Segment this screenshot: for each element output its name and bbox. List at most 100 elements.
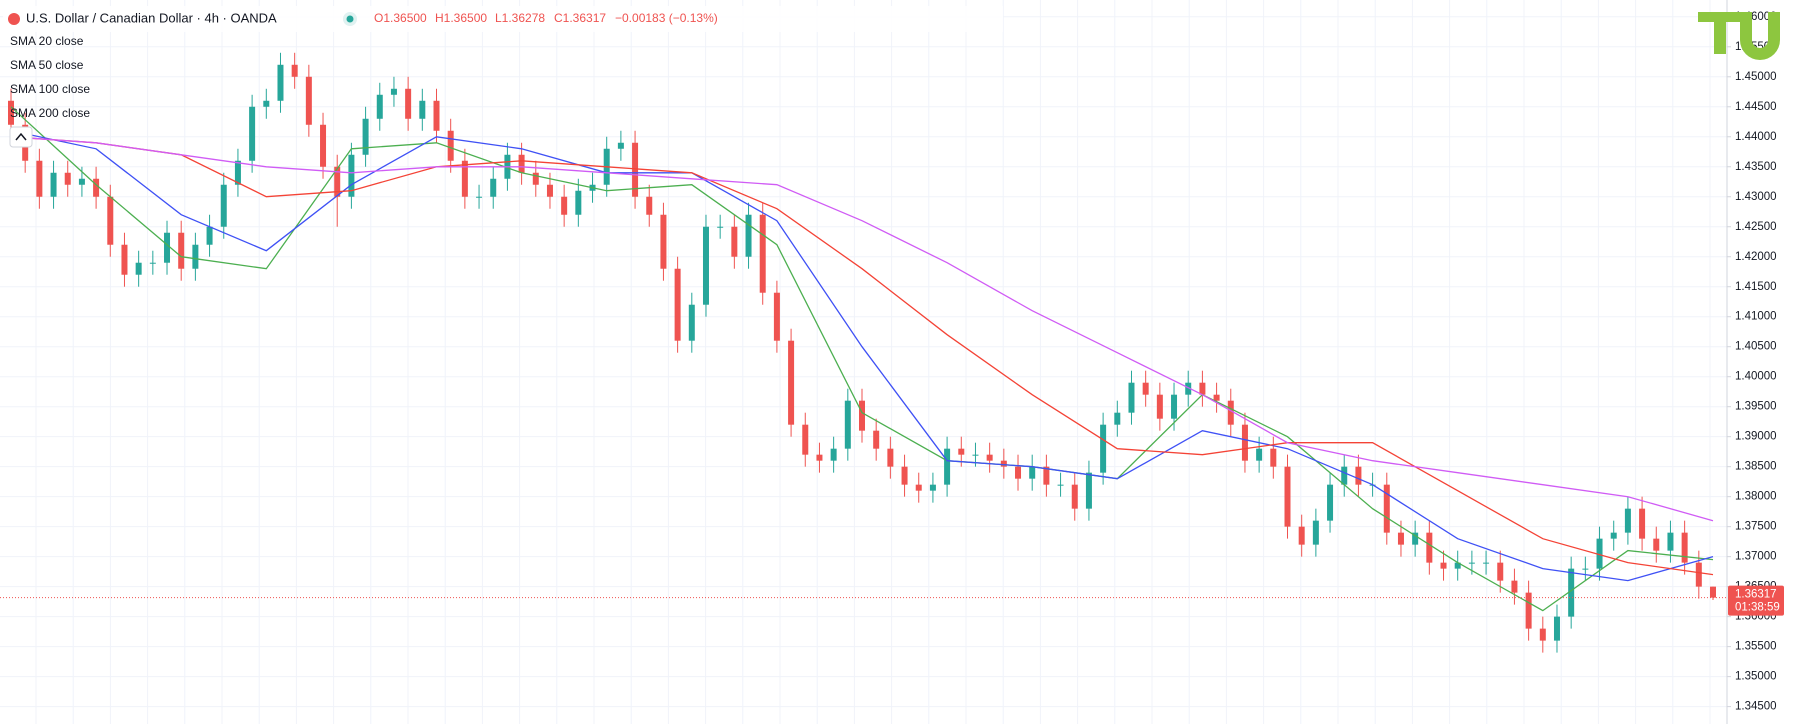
candle-body bbox=[546, 184, 553, 197]
candle-body bbox=[1085, 472, 1092, 509]
y-tick-label: 1.39000 bbox=[1735, 431, 1777, 443]
candle-body bbox=[1142, 382, 1149, 395]
candle-body bbox=[1298, 526, 1305, 545]
ohlc-close: C1.36317 bbox=[554, 11, 606, 25]
candle-body bbox=[1312, 520, 1319, 545]
candle-body bbox=[617, 142, 624, 149]
candle-body bbox=[929, 484, 936, 491]
last-price-label: 1.36317 bbox=[1735, 589, 1777, 601]
candle-body bbox=[745, 214, 752, 257]
candle-body bbox=[348, 154, 355, 197]
bar-countdown: 01:38:59 bbox=[1735, 602, 1780, 614]
candle-body bbox=[1227, 400, 1234, 425]
candle-body bbox=[234, 160, 241, 185]
collapse-icon bbox=[15, 132, 27, 141]
candle-body bbox=[461, 160, 468, 197]
candle-body bbox=[376, 94, 383, 119]
logo bbox=[1698, 12, 1780, 60]
y-tick-label: 1.41500 bbox=[1735, 281, 1777, 293]
candle-body bbox=[1653, 538, 1660, 551]
legend-entry: SMA 20 close bbox=[10, 34, 84, 48]
candle-body bbox=[1284, 466, 1291, 527]
candle-body bbox=[1383, 484, 1390, 533]
logo-part bbox=[1740, 12, 1780, 60]
sma-line bbox=[10, 130, 1714, 582]
candle-body bbox=[78, 178, 85, 185]
header-bg bbox=[3, 6, 1003, 32]
candle-body bbox=[220, 184, 227, 227]
candle-body bbox=[305, 76, 312, 125]
y-tick-label: 1.44000 bbox=[1735, 131, 1777, 143]
candle-body bbox=[1156, 394, 1163, 419]
legend-entry: SMA 100 close bbox=[10, 82, 90, 96]
candle-body bbox=[447, 130, 454, 161]
candle-body bbox=[561, 196, 568, 215]
last-price-box bbox=[1728, 585, 1784, 616]
candle-body bbox=[887, 448, 894, 467]
y-tick-label: 1.45000 bbox=[1735, 71, 1777, 83]
candle-body bbox=[135, 262, 142, 275]
plot-area bbox=[0, 52, 1727, 653]
candle-body bbox=[1000, 460, 1007, 467]
candle-body bbox=[788, 340, 795, 425]
overlay: U.S. Dollar / Canadian Dollar · 4h · OAN… bbox=[3, 6, 1780, 148]
symbol-title: U.S. Dollar / Canadian Dollar · 4h · OAN… bbox=[26, 10, 277, 25]
candle-body bbox=[674, 268, 681, 341]
candle-body bbox=[532, 172, 539, 185]
candle-body bbox=[1596, 538, 1603, 569]
candle-body bbox=[1695, 562, 1702, 587]
y-tick-label: 1.42000 bbox=[1735, 251, 1777, 263]
candle-body bbox=[178, 232, 185, 269]
candle-body bbox=[1568, 568, 1575, 617]
legend-entry: SMA 200 close bbox=[10, 106, 90, 120]
candle-body bbox=[802, 424, 809, 455]
candle-body bbox=[8, 100, 14, 125]
candle-body bbox=[702, 226, 709, 305]
candle-body bbox=[320, 124, 327, 167]
candle-body bbox=[164, 232, 171, 263]
legend-entry: SMA 50 close bbox=[10, 58, 84, 72]
ohlc-open: O1.36500 bbox=[374, 11, 427, 25]
candle-body bbox=[291, 64, 298, 77]
candle-body bbox=[1128, 382, 1135, 413]
candle-body bbox=[277, 64, 284, 101]
candle-body bbox=[490, 178, 497, 197]
candle-body bbox=[646, 196, 653, 215]
candle-body bbox=[915, 484, 922, 491]
candle-body bbox=[1071, 484, 1078, 509]
candle-body bbox=[1539, 628, 1546, 641]
candle-body bbox=[419, 100, 426, 119]
candle-body bbox=[1355, 466, 1362, 485]
ohlc-low: L1.36278 bbox=[495, 11, 545, 25]
candle-body bbox=[405, 88, 412, 119]
candle-body bbox=[192, 244, 199, 269]
y-tick-label: 1.37000 bbox=[1735, 551, 1777, 563]
candle-body bbox=[1497, 562, 1504, 581]
candle-body bbox=[660, 214, 667, 269]
candle-body bbox=[433, 100, 440, 131]
candle-body bbox=[1057, 484, 1064, 486]
candle-body bbox=[1412, 532, 1419, 545]
candle-body bbox=[518, 154, 525, 173]
candle-body bbox=[830, 448, 837, 461]
candle-body bbox=[873, 430, 880, 449]
candle-body bbox=[717, 226, 724, 228]
candle-body bbox=[1511, 580, 1518, 593]
candle-body bbox=[901, 466, 908, 485]
candle-body bbox=[36, 160, 43, 197]
candle-body bbox=[107, 196, 114, 245]
candle-body bbox=[1710, 586, 1716, 598]
candle-body bbox=[1256, 448, 1263, 461]
logo-part bbox=[1714, 12, 1726, 54]
candle-body bbox=[1100, 424, 1107, 473]
candle-body bbox=[249, 106, 256, 161]
candle-body bbox=[1483, 562, 1490, 564]
grid bbox=[0, 0, 1727, 724]
y-tick-label: 1.43000 bbox=[1735, 191, 1777, 203]
candle-body bbox=[1185, 382, 1192, 395]
collapse-legend-button[interactable] bbox=[9, 126, 33, 148]
y-tick-label: 1.40000 bbox=[1735, 371, 1777, 383]
candle-body bbox=[688, 304, 695, 341]
candle-body bbox=[149, 262, 156, 264]
candle-body bbox=[958, 448, 965, 455]
